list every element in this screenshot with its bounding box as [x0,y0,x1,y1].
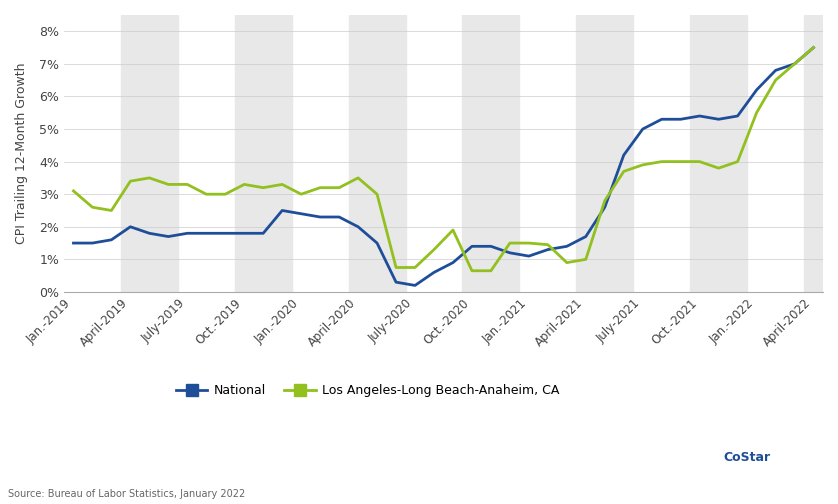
Legend: National, Los Angeles-Long Beach-Anaheim, CA: National, Los Angeles-Long Beach-Anaheim… [171,379,564,402]
Bar [121,15,178,292]
Bar [235,15,292,292]
Bar [804,15,838,292]
Bar [577,15,634,292]
Text: CoStar: CoStar [724,451,771,464]
Bar [691,15,747,292]
Text: Source: Bureau of Labor Statistics, January 2022: Source: Bureau of Labor Statistics, Janu… [8,489,246,499]
Bar [463,15,520,292]
Y-axis label: CPI Trailing 12-Month Growth: CPI Trailing 12-Month Growth [15,62,28,244]
Bar [349,15,406,292]
